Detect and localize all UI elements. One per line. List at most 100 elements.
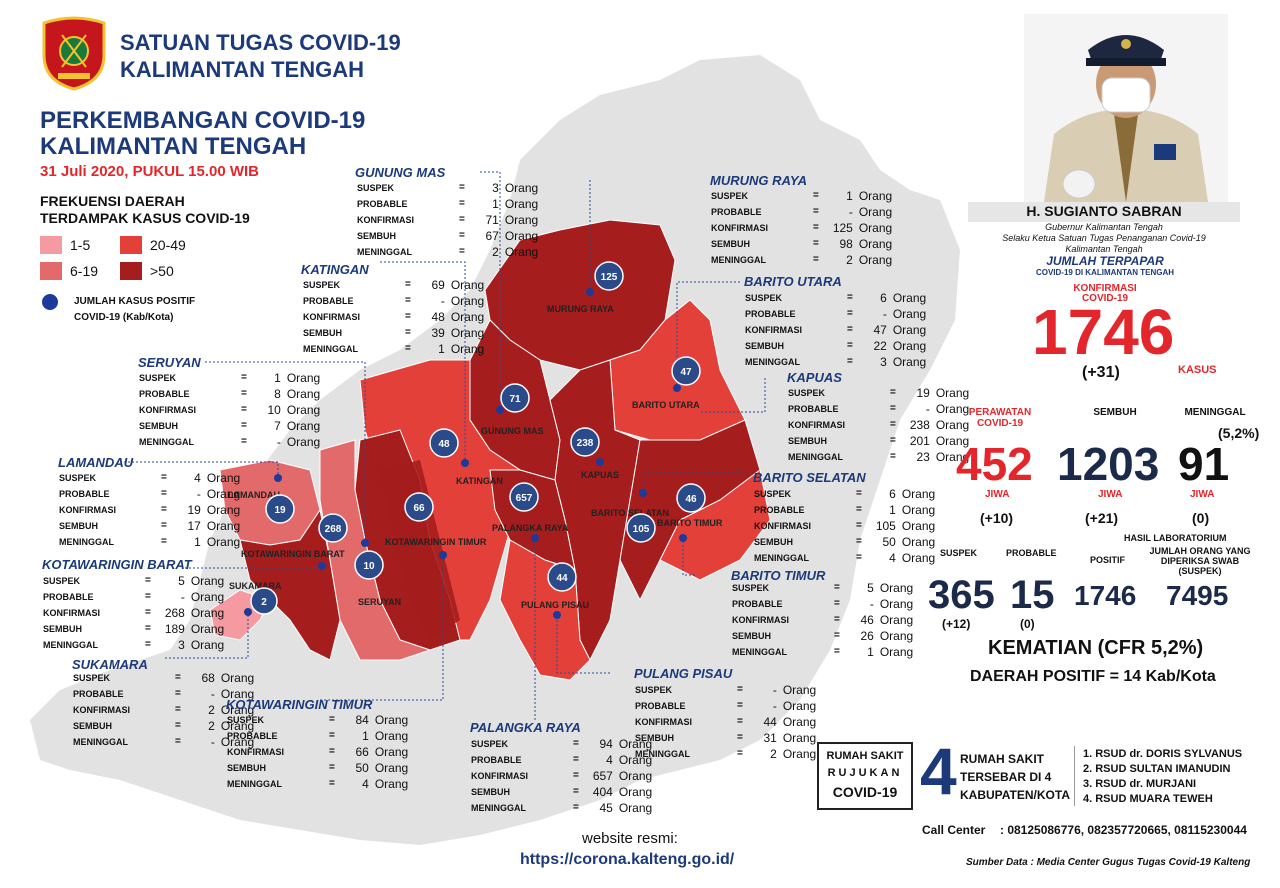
region-title-gunung-mas: GUNUNG MAS [355,165,446,180]
stat-eq: = [834,630,840,641]
legend-dot-label-line1: JUMLAH KASUS POSITIF [74,296,196,307]
website-link[interactable]: https://corona.kalteng.go.id/ [520,851,735,868]
map-label-kotawaringin-timur: KOTAWARINGIN TIMUR [385,537,487,547]
source-note: Sumber Data : Media Center Gugus Tugas C… [966,857,1251,868]
stat-value-suspek: 5 [867,581,874,595]
region-stats-kotawaringin-timur: SUSPEK = 84 Orang PROBABLE = 1 Orang KONFIRMASI =… [224,712,411,792]
stat-eq: = [329,762,335,773]
stat-unit: Orang [374,729,409,743]
region-title-kotawaringin-barat: KOTAWARINGIN BARAT [42,557,192,572]
swab-label-1: JUMLAH ORANG YANG [1149,546,1251,556]
stat-row-sembuh: SEMBUH = 404 Orang [468,784,655,800]
stat-unit: Orang [504,181,539,195]
stat-unit: Orang [935,450,970,464]
stat-value-probable: - [772,699,777,713]
stat-key: PROBABLE [43,592,94,602]
stat-unit: Orang [450,310,485,324]
stat-unit: Orang [286,419,321,433]
stat-row-suspek: SUSPEK = 19 Orang [785,385,972,401]
stat-unit: Orang [450,326,485,340]
legend-label-1-5: 1-5 [70,237,91,253]
bubble-barito-utara: 47 [671,356,701,386]
stat-key: SEMBUH [711,239,751,249]
stat-value-probable: 8 [274,387,281,401]
region-title-pulang-pisau: PULANG PISAU [634,666,733,681]
swab-label-2: DIPERIKSA SWAB (SUSPEK) [1160,556,1240,576]
stat-unit: Orang [206,519,241,533]
stat-value-meninggal: 3 [880,355,887,369]
stat-value-suspek: 3 [492,181,499,195]
stat-key: SEMBUH [73,721,113,731]
stat-unit: Orang [858,205,893,219]
stat-key: PROBABLE [471,755,522,765]
stat-value-konfirmasi: 268 [164,606,185,620]
stat-eq: = [890,387,896,398]
stat-key: SEMBUH [227,763,267,773]
stat-key: PROBABLE [227,731,278,741]
stat-value-konfirmasi: 238 [909,418,930,432]
hospital-count: 4 [920,734,957,808]
stat-key: KONFIRMASI [139,405,196,415]
stat-row-meninggal: MENINGGAL = 4 Orang [751,550,938,566]
stat-value-konfirmasi: 125 [832,221,853,235]
stat-row-sembuh: SEMBUH = 98 Orang [708,236,895,252]
legend-dot-label-line2: COVID-19 (Kab/Kota) [74,312,174,323]
stat-unit: Orang [935,418,970,432]
page-title-line1: PERKEMBANGAN COVID-19 [40,107,366,134]
stat-unit: Orang [901,551,936,565]
bubble-seruyan: 10 [354,550,384,580]
stat-eq: = [573,770,579,781]
stat-value-suspek: 5 [178,574,185,588]
stat-eq: = [405,279,411,290]
stat-key: KONFIRMASI [303,312,360,322]
sembuh-unit: JIWA [1098,489,1123,500]
governor-photo [1024,14,1228,202]
stat-row-sembuh: SEMBUH = 50 Orang [751,534,938,550]
map-label-sukamara: SUKAMARA [229,581,282,591]
stat-row-suspek: SUSPEK = 6 Orang [742,290,929,306]
page-title-line2: KALIMANTAN TENGAH [40,133,307,160]
stat-row-suspek: SUSPEK = 84 Orang [224,712,411,728]
legend-title-line1: FREKUENSI DAERAH [40,193,185,209]
stat-unit: Orang [782,699,817,713]
stat-key: SUSPEK [711,191,749,201]
stat-eq: = [329,714,335,725]
region-barito-timur [659,469,771,581]
stat-row-meninggal: MENINGGAL = 3 Orang [742,354,929,370]
stat-row-meninggal: MENINGGAL = 1 Orang [300,341,487,357]
daerah-positif: DAERAH POSITIF = 14 Kab/Kota [970,668,1216,685]
stat-key: SEMBUH [471,787,511,797]
hospital-divider [1074,746,1075,806]
map-label-barito-utara: BARITO UTARA [632,400,700,410]
region-stats-pulang-pisau: SUSPEK = - Orang PROBABLE = - Orang KONFIRMASI = 4… [632,682,819,762]
legend-swatch-gt-50 [120,262,142,280]
stat-eq: = [329,746,335,757]
map-label-seruyan: SERUYAN [358,597,401,607]
stat-row-meninggal: MENINGGAL = 4 Orang [224,776,411,792]
hospital-label-3: COVID-19 [832,784,898,800]
region-stats-kotawaringin-barat: SUSPEK = 5 Orang PROBABLE = - Orang KONFIRMASI = 2… [40,573,227,653]
stat-key: SEMBUH [745,341,785,351]
stat-unit: Orang [286,371,321,385]
stat-eq: = [813,190,819,201]
stat-unit: Orang [450,278,485,292]
stat-value-probable: - [882,307,887,321]
stat-value-suspek: 4 [194,471,201,485]
bubble-kotawaringin-barat: 268 [318,513,348,543]
stat-value-konfirmasi: 71 [485,213,499,227]
stat-row-suspek: SUSPEK = 1 Orang [136,370,323,386]
stat-row-sembuh: SEMBUH = 7 Orang [136,418,323,434]
stat-unit: Orang [782,747,817,761]
call-center-numbers[interactable]: : 08125086776, 082357720665, 08115230044 [1000,823,1247,837]
stat-value-sembuh: 50 [355,761,369,775]
stat-row-konfirmasi: KONFIRMASI = 268 Orang [40,605,227,621]
stat-key: SEMBUH [788,436,828,446]
stat-unit: Orang [220,687,255,701]
stat-eq: = [573,754,579,765]
stat-value-probable: - [869,597,874,611]
legend-swatch-20-49 [120,236,142,254]
stat-row-probable: PROBABLE = 1 Orang [751,502,938,518]
stat-key: SUSPEK [732,583,770,593]
stat-eq: = [459,214,465,225]
